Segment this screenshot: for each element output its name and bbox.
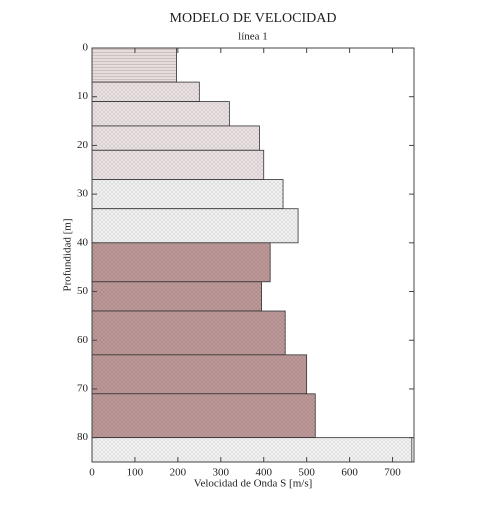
y-tick-label: 60: [77, 334, 89, 346]
layer-texture: [92, 281, 262, 312]
layer-texture: [92, 354, 307, 394]
x-tick-label: 300: [213, 467, 230, 479]
layer-texture: [92, 150, 264, 180]
x-tick-label: 700: [384, 467, 401, 479]
y-tick-label: 20: [77, 139, 89, 151]
x-tick-label: 100: [127, 467, 144, 479]
chart-subtitle: línea 1: [238, 31, 268, 43]
layer-texture: [92, 82, 200, 102]
x-axis-label: Velocidad de Onda S [m/s]: [194, 478, 313, 490]
x-tick-label: 400: [255, 467, 272, 479]
chart-title: MODELO DE VELOCIDAD: [170, 11, 337, 26]
layer-texture: [92, 393, 316, 438]
y-tick-label: 10: [77, 90, 89, 102]
y-tick-label: 80: [77, 431, 89, 443]
x-tick-label: 500: [298, 467, 315, 479]
layer-texture: [92, 125, 260, 151]
x-tick-label: 200: [170, 467, 187, 479]
layer-texture: [92, 179, 284, 209]
y-tick-label: 70: [77, 382, 89, 394]
y-tick-label: 0: [83, 42, 89, 54]
plot-frame: [91, 47, 415, 463]
y-tick-label: 30: [77, 188, 89, 200]
y-tick-label: 50: [77, 285, 89, 297]
layer-texture: [92, 208, 299, 243]
x-tick-label: 0: [89, 467, 95, 479]
y-axis-label: Profundidad [m]: [62, 218, 74, 291]
y-tick-label: 40: [77, 236, 89, 248]
layer-texture: [92, 101, 230, 126]
layer-texture: [92, 437, 412, 462]
x-tick-label: 600: [341, 467, 358, 479]
layer-texture: [92, 48, 177, 83]
layer-texture: [92, 311, 286, 355]
layer-texture: [92, 242, 271, 282]
